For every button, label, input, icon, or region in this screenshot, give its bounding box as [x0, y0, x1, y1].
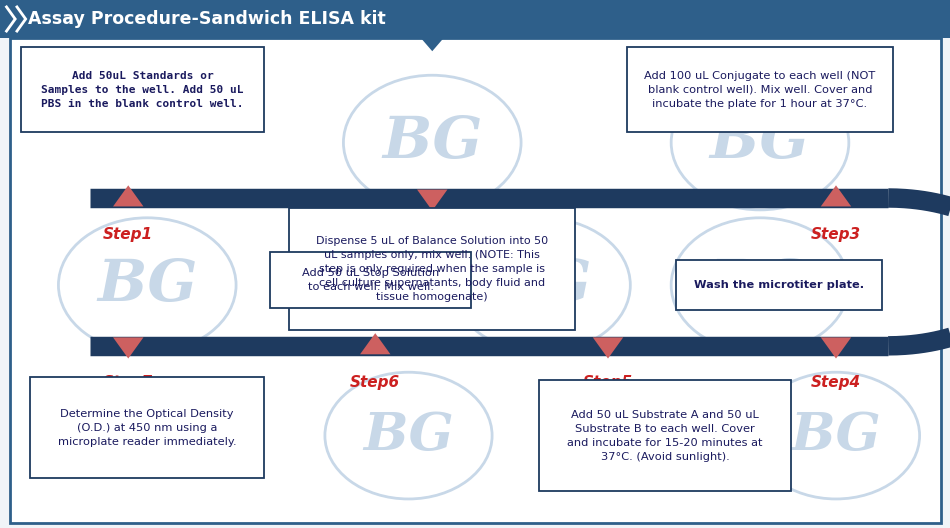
Text: Add 50 uL Stop Solution
to each well. Mix well.: Add 50 uL Stop Solution to each well. Mi…	[302, 268, 439, 292]
FancyBboxPatch shape	[0, 0, 950, 38]
Text: Step1: Step1	[104, 227, 153, 242]
Text: Dispense 5 uL of Balance Solution into 50
uL samples only, mix well. (NOTE: This: Dispense 5 uL of Balance Solution into 5…	[316, 237, 548, 302]
FancyBboxPatch shape	[30, 377, 264, 478]
FancyBboxPatch shape	[627, 48, 893, 132]
Text: BG: BG	[97, 257, 198, 314]
FancyBboxPatch shape	[270, 252, 471, 308]
Text: Assay Procedure-Sandwich ELISA kit: Assay Procedure-Sandwich ELISA kit	[28, 10, 387, 28]
Polygon shape	[821, 337, 851, 359]
Text: Step4: Step4	[811, 375, 861, 390]
Text: Add 100 uL Conjugate to each well (NOT
blank control well). Mix well. Cover and
: Add 100 uL Conjugate to each well (NOT b…	[644, 71, 876, 109]
Text: Step6: Step6	[351, 375, 400, 390]
Polygon shape	[360, 333, 390, 354]
FancyBboxPatch shape	[289, 209, 575, 331]
Text: Add 50 uL Substrate A and 50 uL
Substrate B to each well. Cover
and incubate for: Add 50 uL Substrate A and 50 uL Substrat…	[567, 410, 763, 461]
Text: Add 50uL Standards or
Samples to the well. Add 50 uL
PBS in the blank control we: Add 50uL Standards or Samples to the wel…	[41, 71, 244, 109]
Polygon shape	[113, 185, 143, 206]
Polygon shape	[421, 38, 444, 51]
Text: BG: BG	[382, 114, 483, 171]
Text: BG: BG	[363, 410, 454, 461]
Text: BG: BG	[710, 114, 810, 171]
Text: Step2: Step2	[408, 227, 457, 242]
Polygon shape	[593, 337, 623, 359]
Polygon shape	[113, 337, 143, 359]
Text: Step5: Step5	[583, 375, 633, 390]
Text: BG: BG	[491, 257, 592, 314]
FancyBboxPatch shape	[21, 48, 264, 132]
Polygon shape	[821, 185, 851, 206]
FancyBboxPatch shape	[10, 38, 940, 523]
FancyBboxPatch shape	[676, 260, 882, 310]
Polygon shape	[417, 190, 447, 211]
Text: Determine the Optical Density
(O.D.) at 450 nm using a
microplate reader immedia: Determine the Optical Density (O.D.) at …	[58, 409, 237, 447]
Text: BG: BG	[790, 410, 882, 461]
Text: Step7: Step7	[104, 375, 153, 390]
Text: BG: BG	[710, 257, 810, 314]
Text: Wash the microtiter plate.: Wash the microtiter plate.	[694, 280, 864, 290]
Text: Step3: Step3	[811, 227, 861, 242]
FancyBboxPatch shape	[539, 380, 791, 491]
